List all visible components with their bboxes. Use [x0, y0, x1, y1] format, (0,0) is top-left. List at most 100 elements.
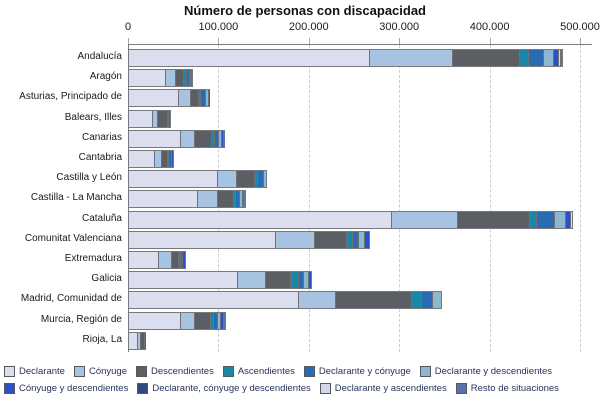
- bar-segment: [529, 211, 538, 228]
- bar-segment: [129, 211, 393, 228]
- bar-segment: [194, 312, 212, 329]
- bar-segment: [565, 211, 572, 228]
- bar-segment: [392, 211, 458, 228]
- legend-swatch: [303, 365, 315, 377]
- bar-segment: [183, 252, 185, 268]
- bar-segment: [212, 130, 216, 147]
- bar-segment: [457, 211, 530, 228]
- x-axis-tick-label: 400.000: [469, 21, 510, 33]
- bar-3: [128, 89, 211, 108]
- gridline: [399, 45, 401, 352]
- gridline: [580, 45, 581, 352]
- bar-11: [128, 251, 186, 269]
- y-axis-category-label: Cantabria: [78, 152, 122, 163]
- bar-segment: [223, 130, 225, 147]
- bar-segment: [233, 191, 237, 208]
- legend-swatch: [4, 382, 15, 394]
- legend-swatch: [73, 365, 85, 377]
- legend-item: Cónyuge y descendientes: [4, 382, 128, 394]
- bar-segment: [213, 312, 218, 329]
- legend-label: Declarante, cónyuge y descendientes: [152, 382, 311, 394]
- x-axis-tick-label: 100.000: [198, 21, 239, 33]
- bar-segment: [129, 110, 153, 127]
- bar-9: [128, 210, 573, 229]
- legend-label: Declarante y cónyuge: [318, 365, 411, 377]
- bar-segment: [554, 211, 566, 228]
- bar-segment: [558, 50, 562, 66]
- bar-segment: [215, 130, 220, 147]
- legend-row-2: Cónyuge y descendientes Declarante, cónyu…: [4, 380, 598, 396]
- bar-segment: [169, 151, 173, 167]
- bar-segment: [221, 312, 224, 329]
- bar-segment: [144, 332, 146, 349]
- bar-segment: [553, 50, 559, 66]
- x-axis-tick-mark: [308, 38, 310, 44]
- y-axis-category-label: Extremadura: [64, 253, 122, 264]
- y-axis-category-label: Aragón: [89, 71, 122, 83]
- x-axis-tick-label: 0: [124, 21, 132, 33]
- bar-segment: [242, 191, 246, 208]
- y-axis-category-label: Andalucía: [77, 51, 122, 62]
- legend-label: Resto de situaciones: [470, 382, 559, 394]
- bar-segment: [159, 252, 172, 268]
- bar-10: [128, 230, 370, 249]
- y-axis-category-label: Galicia: [91, 273, 122, 285]
- bar-segment: [236, 191, 241, 208]
- legend-label: Declarante: [19, 365, 65, 377]
- bar-13: [128, 291, 442, 310]
- bar-segment: [352, 231, 360, 248]
- legend-swatch: [319, 382, 331, 394]
- bar-segment: [184, 70, 187, 87]
- bar-segment: [238, 272, 267, 289]
- bar-segment: [217, 171, 238, 188]
- x-axis-tick-mark: [489, 38, 491, 44]
- legend-label: Descendientes: [150, 365, 214, 377]
- legend-item: Cónyuge: [73, 365, 127, 377]
- bar-1: [128, 49, 564, 67]
- bar-segment: [138, 332, 141, 349]
- bar-segment: [308, 272, 311, 289]
- legend-item: Declarante: [4, 365, 65, 377]
- bar-segment: [412, 292, 423, 309]
- bar-segment: [129, 171, 218, 188]
- bar-segment: [206, 90, 209, 107]
- legend-item: Declarante y ascendientes: [319, 382, 447, 394]
- bar-14: [128, 311, 226, 330]
- bar-6: [128, 150, 174, 168]
- chart-title: Número de personas con discapacidad: [183, 3, 427, 18]
- bar-segment: [304, 272, 309, 289]
- bar-segment: [359, 231, 366, 248]
- bar-segment: [129, 231, 276, 248]
- bar-segment: [336, 292, 413, 309]
- bar-8: [128, 190, 247, 209]
- bar-2: [128, 69, 194, 88]
- bar-segment: [266, 272, 292, 289]
- bar-segment: [129, 90, 179, 107]
- legend-item: Resto de situaciones: [455, 382, 559, 394]
- bar-segment: [166, 70, 176, 87]
- bar-segment: [298, 272, 305, 289]
- bar-segment: [179, 252, 181, 268]
- bar-5: [128, 129, 226, 148]
- bar-segment: [370, 50, 454, 66]
- y-axis-category-label: Cataluña: [81, 212, 122, 224]
- bar-segment: [180, 312, 195, 329]
- bar-segment: [299, 292, 337, 309]
- y-axis-category-label: Balears, Illes: [64, 111, 122, 123]
- bar-segment: [167, 151, 170, 167]
- bar-segment: [561, 50, 562, 66]
- bar-segment: [543, 50, 554, 66]
- gridline: [489, 45, 491, 352]
- legend-item: Declarante y cónyuge: [303, 365, 411, 377]
- legend-item: Declarante y descendientes: [419, 365, 552, 377]
- legend-swatch: [4, 365, 15, 377]
- bar-7: [128, 170, 267, 189]
- legend-swatch: [137, 382, 149, 394]
- bar-segment: [161, 151, 168, 167]
- bar-segment: [198, 191, 218, 208]
- bar-segment: [158, 110, 168, 127]
- bar-segment: [154, 151, 162, 167]
- bar-segment: [191, 90, 199, 107]
- legend-label: Declarante y ascendientes: [334, 382, 447, 394]
- bar-segment: [201, 90, 207, 107]
